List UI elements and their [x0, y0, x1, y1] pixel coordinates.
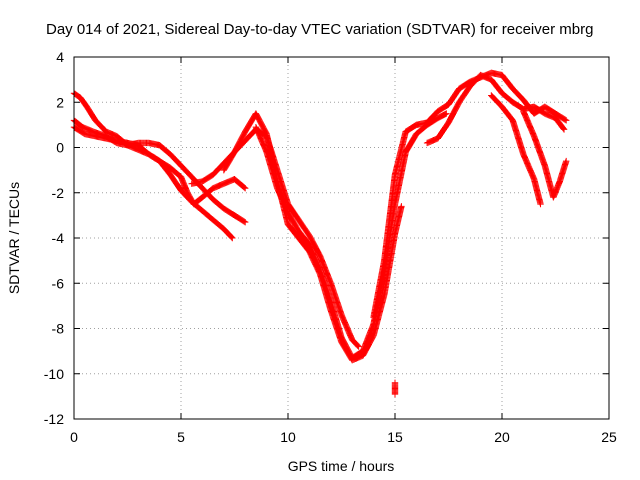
y-tick-label: -8	[52, 321, 65, 337]
y-tick-label: 2	[56, 94, 64, 110]
x-tick-label: 15	[387, 429, 403, 445]
data-point	[391, 390, 399, 398]
data-point	[355, 343, 362, 350]
data-point	[560, 125, 567, 132]
data-point	[228, 233, 235, 241]
y-tick-label: 0	[56, 140, 64, 156]
y-tick-label: -6	[52, 275, 65, 291]
data-point	[443, 110, 450, 117]
data-point	[562, 116, 569, 123]
series-track-h	[423, 71, 568, 147]
x-tick-label: 25	[601, 429, 617, 445]
series-track-j	[520, 108, 570, 201]
y-tick-label: -12	[44, 411, 64, 427]
data-point	[354, 342, 362, 349]
data-point	[398, 203, 405, 210]
series-track-g	[370, 69, 570, 321]
y-tick-label: -10	[44, 366, 64, 382]
x-axis-label: GPS time / hours	[288, 458, 395, 474]
x-tick-label: 0	[70, 429, 78, 445]
y-axis-label: SDTVAR / TECUs	[6, 182, 22, 294]
data-point	[242, 218, 249, 226]
data-point	[229, 234, 236, 242]
x-tick-label: 10	[280, 429, 296, 445]
data-point	[537, 200, 544, 208]
series-track-a	[70, 90, 236, 242]
series-track-b	[70, 117, 249, 226]
y-tick-label: -4	[52, 230, 65, 246]
series-track-i	[488, 92, 544, 208]
data-point	[563, 157, 570, 165]
x-tick-label: 5	[177, 429, 185, 445]
chart-title: Day 014 of 2021, Sidereal Day-to-day VTE…	[46, 21, 593, 38]
data-point	[442, 110, 449, 118]
data-point	[241, 218, 248, 225]
data-point	[242, 185, 249, 192]
y-tick-label: -2	[52, 185, 65, 201]
data-points	[70, 69, 570, 398]
x-tick-label: 20	[494, 429, 510, 445]
plot-frame	[73, 56, 610, 420]
data-point	[563, 117, 570, 124]
series-track-c	[70, 123, 249, 208]
series-outliers	[391, 379, 399, 398]
data-point	[560, 126, 568, 133]
y-tick-label: 4	[56, 49, 64, 65]
grid	[74, 57, 609, 419]
data-point	[241, 184, 248, 191]
